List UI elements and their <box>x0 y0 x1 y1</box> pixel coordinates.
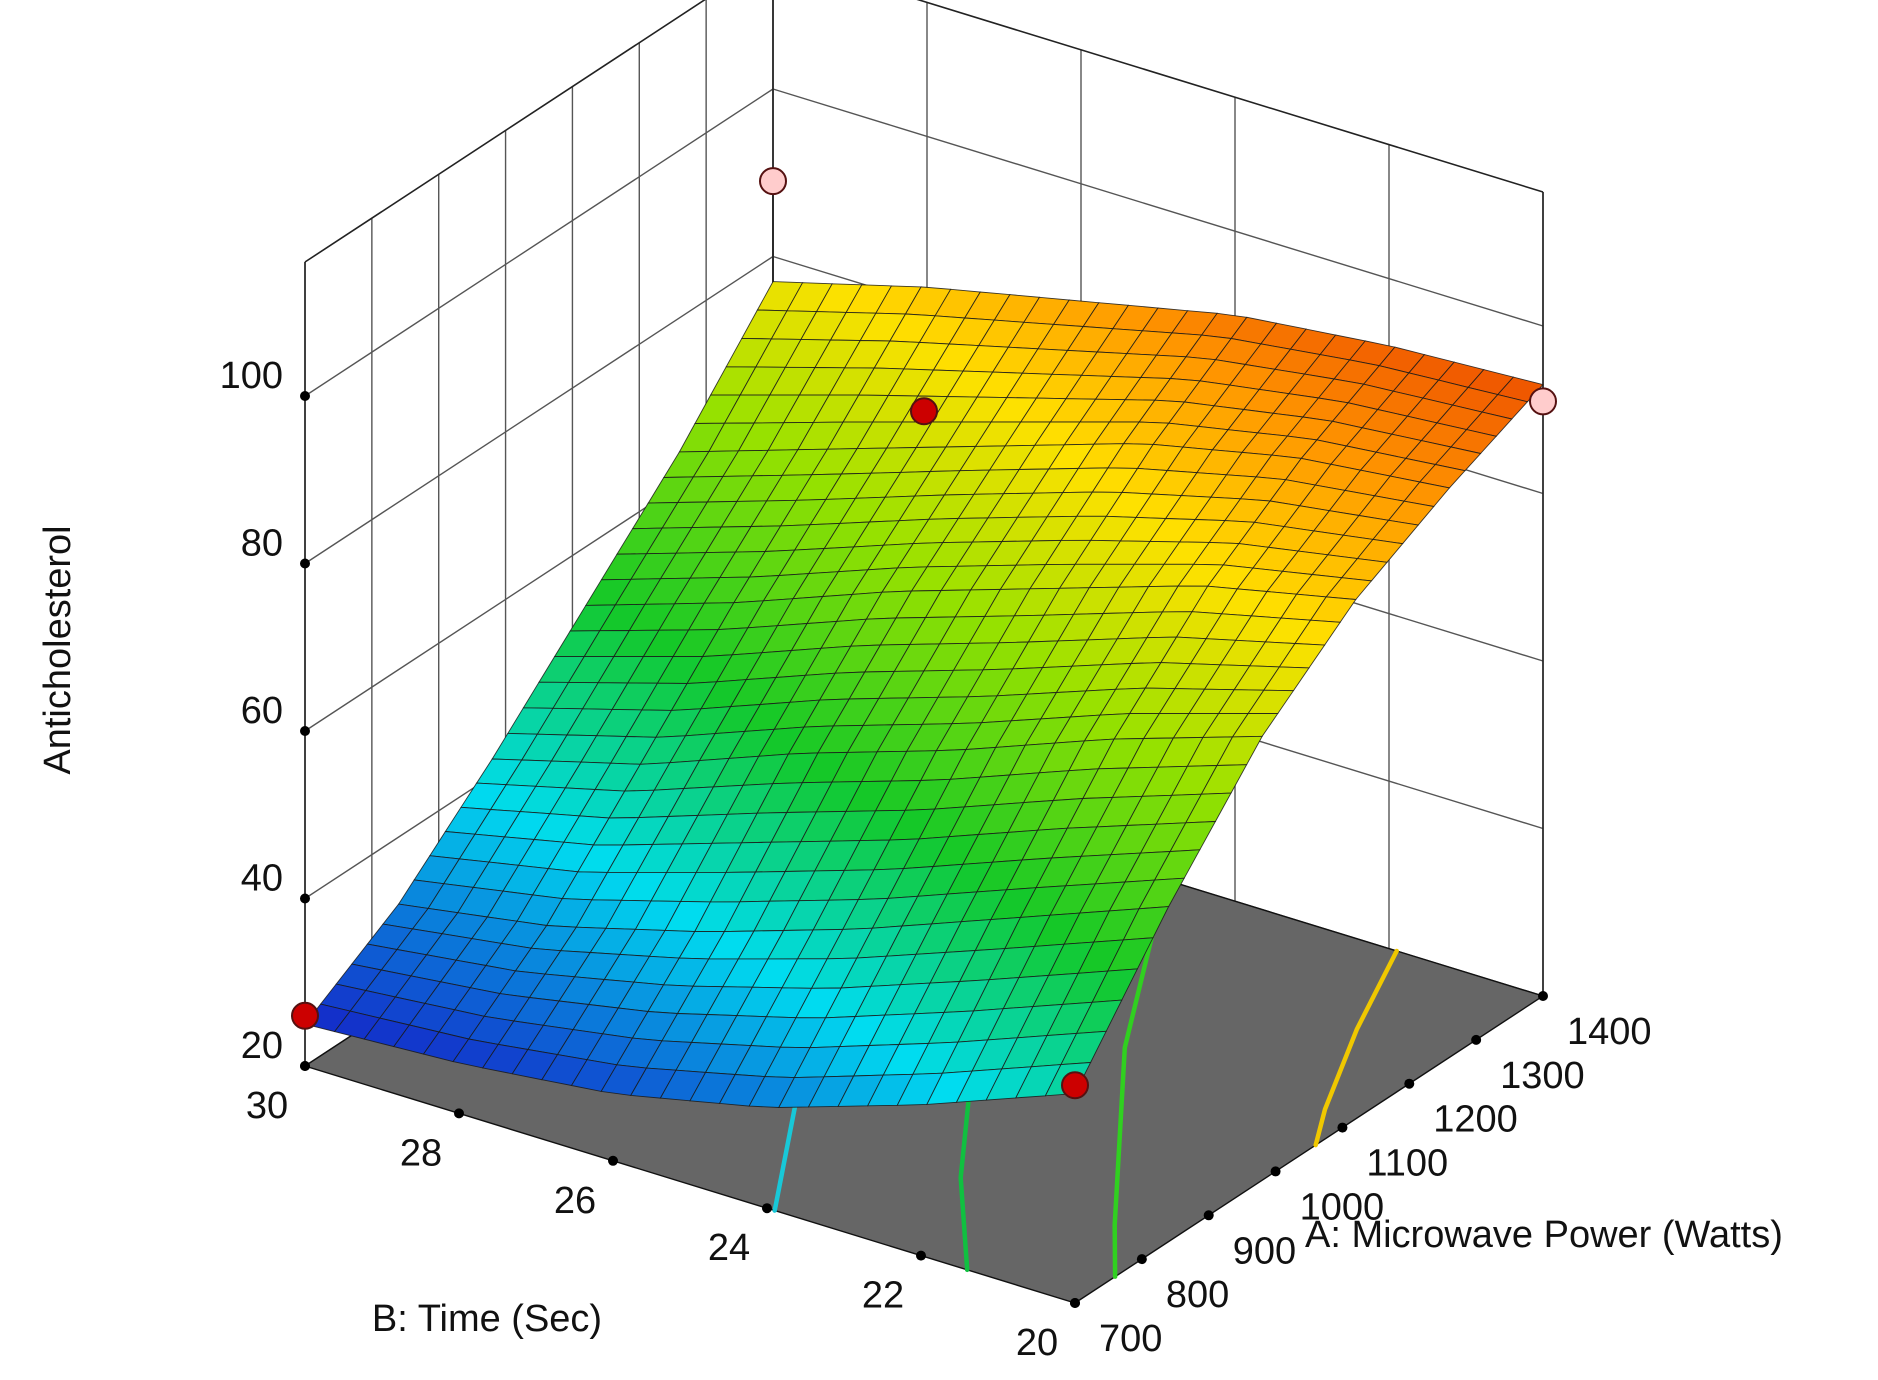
b-tick-label: 28 <box>400 1132 442 1174</box>
a-tick-mark <box>1203 1210 1214 1221</box>
b-tick-label: 20 <box>1016 1322 1058 1364</box>
b-tick-mark <box>916 1250 926 1261</box>
response-surface <box>304 281 1544 1108</box>
b-tick-label: 24 <box>708 1227 750 1269</box>
z-tick-mark <box>300 391 310 401</box>
a-tick-label: 700 <box>1099 1318 1162 1360</box>
z-tick-label: 20 <box>241 1025 283 1067</box>
b-axis-title: B: Time (Sec) <box>372 1298 602 1340</box>
design-points <box>291 167 1557 1100</box>
a-tick-mark <box>1270 1166 1281 1177</box>
a-tick-label: 1400 <box>1567 1011 1652 1053</box>
axis-ticks: 20 40 60 80 100 20 22 24 26 28 30 70080090010001100… <box>220 355 1652 1364</box>
side-wall-hline <box>772 88 1544 327</box>
z-tick-mark <box>300 893 310 904</box>
a-tick-label: 1000 <box>1300 1186 1385 1228</box>
b-tick-label: 26 <box>554 1180 596 1222</box>
design-point <box>1061 1071 1089 1100</box>
a-tick-mark <box>1404 1078 1415 1089</box>
a-tick-label: 1100 <box>1366 1143 1448 1185</box>
a-tick-mark <box>1471 1034 1482 1045</box>
a-tick-label: 1200 <box>1433 1099 1518 1141</box>
a-tick-mark <box>1538 991 1548 1001</box>
back-wall-hline <box>304 255 774 565</box>
a-axis-title: A: Microwave Power (Watts) <box>1305 1214 1783 1256</box>
z-tick-mark <box>300 726 310 736</box>
z-axis-title: Anticholesterol <box>37 525 79 774</box>
z-tick-mark <box>300 558 310 569</box>
frame-top-side <box>916 0 1544 193</box>
design-point <box>1529 387 1557 416</box>
b-tick-mark <box>762 1203 772 1214</box>
a-tick-label: 800 <box>1166 1274 1229 1316</box>
z-tick-label: 60 <box>241 690 283 732</box>
z-tick-label: 40 <box>241 858 283 900</box>
design-point <box>759 167 787 196</box>
z-tick-label: 80 <box>241 523 283 565</box>
design-point <box>291 1001 319 1030</box>
design-point <box>910 397 938 426</box>
a-tick-mark <box>1136 1254 1147 1265</box>
a-tick-mark <box>1070 1298 1080 1308</box>
contour-line <box>1112 877 1168 1279</box>
frame-top-back <box>304 0 706 263</box>
b-tick-label: 30 <box>246 1085 288 1127</box>
z-tick-label: 100 <box>220 355 283 397</box>
b-tick-mark <box>454 1108 464 1119</box>
b-tick-label: 22 <box>862 1275 904 1317</box>
a-tick-mark <box>1337 1122 1348 1133</box>
a-tick-label: 900 <box>1233 1230 1296 1272</box>
b-tick-mark <box>608 1155 618 1166</box>
a-tick-label: 1300 <box>1500 1055 1585 1097</box>
b-tick-mark <box>300 1061 310 1071</box>
contour-line <box>1313 948 1399 1148</box>
back-wall-hline <box>304 88 774 397</box>
